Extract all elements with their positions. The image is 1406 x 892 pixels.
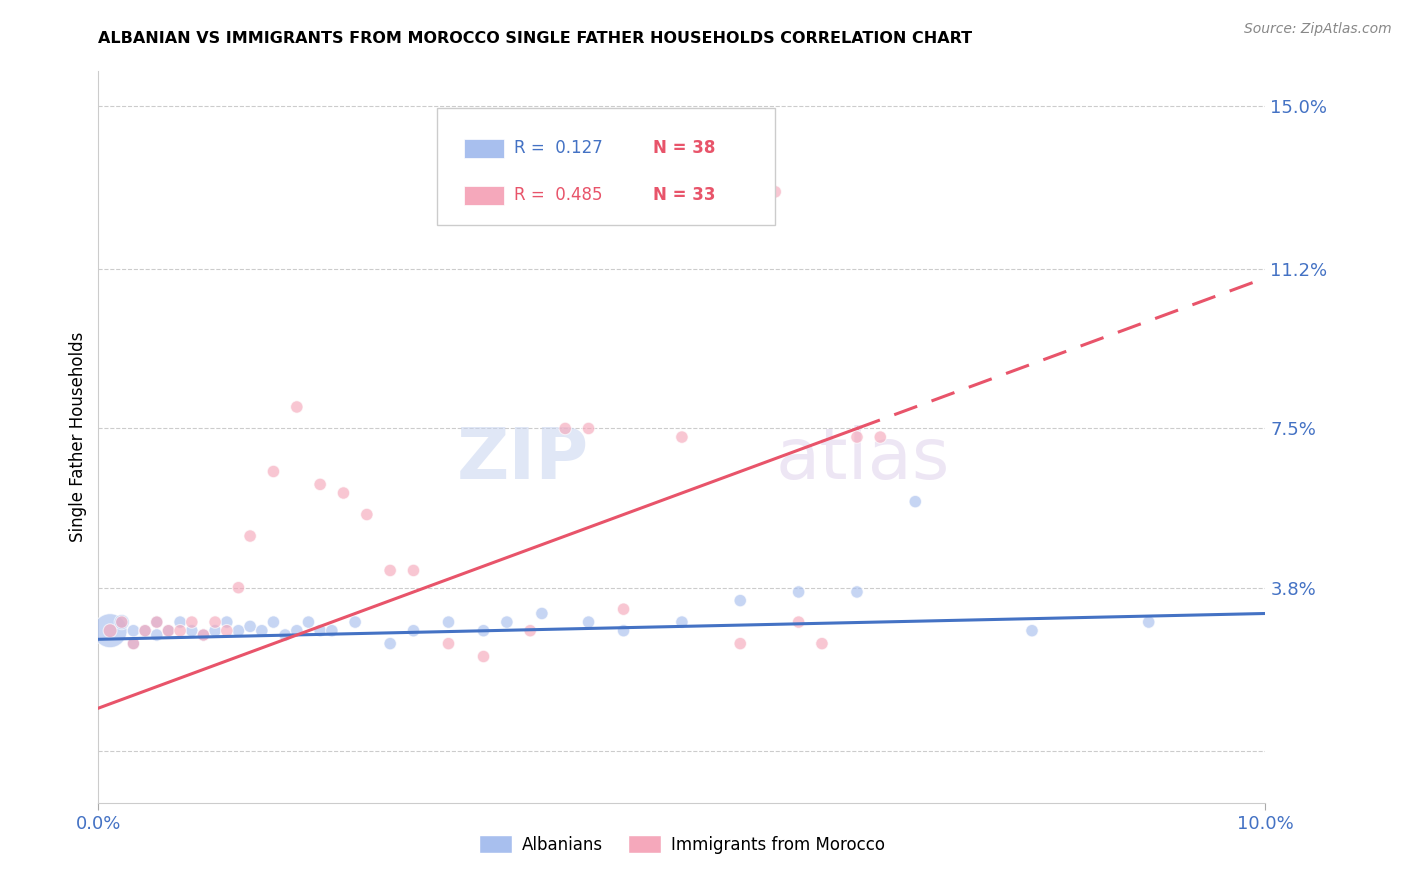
Point bbox=[134, 624, 156, 638]
Point bbox=[146, 628, 169, 642]
Point bbox=[122, 624, 145, 638]
Point bbox=[472, 624, 495, 638]
Text: atlas: atlas bbox=[775, 425, 949, 493]
Point bbox=[250, 624, 273, 638]
Point bbox=[215, 624, 238, 638]
Point bbox=[274, 628, 297, 642]
Text: N = 38: N = 38 bbox=[652, 139, 716, 157]
Point bbox=[111, 615, 134, 629]
Text: R =  0.127: R = 0.127 bbox=[513, 139, 603, 157]
Point bbox=[262, 465, 284, 479]
Point bbox=[519, 624, 541, 638]
Point bbox=[1137, 615, 1160, 629]
Point bbox=[380, 564, 402, 578]
Point bbox=[285, 624, 308, 638]
Point bbox=[496, 615, 519, 629]
FancyBboxPatch shape bbox=[464, 138, 505, 158]
Point bbox=[787, 585, 810, 599]
Point bbox=[157, 624, 180, 638]
Point bbox=[111, 615, 134, 629]
Point bbox=[402, 564, 425, 578]
Point bbox=[309, 477, 332, 491]
Point bbox=[846, 430, 869, 444]
Point bbox=[846, 585, 869, 599]
Point bbox=[1021, 624, 1043, 638]
Point bbox=[612, 602, 634, 616]
Point bbox=[402, 624, 425, 638]
Point bbox=[228, 624, 250, 638]
Point bbox=[356, 508, 378, 522]
Y-axis label: Single Father Households: Single Father Households bbox=[69, 332, 87, 542]
Point bbox=[169, 624, 191, 638]
Point bbox=[530, 607, 553, 621]
Point bbox=[763, 185, 786, 199]
Point bbox=[146, 615, 169, 629]
Text: ZIP: ZIP bbox=[457, 425, 589, 493]
Point bbox=[612, 624, 634, 638]
Text: Source: ZipAtlas.com: Source: ZipAtlas.com bbox=[1244, 22, 1392, 37]
Point bbox=[380, 637, 402, 651]
Point bbox=[321, 624, 343, 638]
Point bbox=[671, 615, 693, 629]
Point bbox=[122, 637, 145, 651]
Point bbox=[578, 421, 600, 435]
Point bbox=[239, 529, 262, 543]
Text: R =  0.485: R = 0.485 bbox=[513, 186, 602, 204]
Point bbox=[344, 615, 367, 629]
Point bbox=[180, 615, 202, 629]
Point bbox=[157, 624, 180, 638]
Point bbox=[180, 624, 202, 638]
Point bbox=[437, 637, 460, 651]
Point bbox=[98, 624, 121, 638]
Point bbox=[869, 430, 891, 444]
Point bbox=[134, 624, 156, 638]
Point bbox=[297, 615, 319, 629]
Point bbox=[228, 581, 250, 595]
Point bbox=[204, 624, 226, 638]
Point bbox=[309, 624, 332, 638]
Point bbox=[787, 615, 810, 629]
Text: N = 33: N = 33 bbox=[652, 186, 716, 204]
Point bbox=[98, 624, 121, 638]
Point bbox=[554, 421, 576, 435]
Point bbox=[904, 494, 927, 508]
Point bbox=[811, 637, 834, 651]
FancyBboxPatch shape bbox=[464, 186, 505, 204]
Point bbox=[215, 615, 238, 629]
Text: ALBANIAN VS IMMIGRANTS FROM MOROCCO SINGLE FATHER HOUSEHOLDS CORRELATION CHART: ALBANIAN VS IMMIGRANTS FROM MOROCCO SING… bbox=[98, 31, 973, 46]
Point bbox=[437, 615, 460, 629]
Point bbox=[193, 628, 215, 642]
Point bbox=[239, 619, 262, 633]
Legend: Albanians, Immigrants from Morocco: Albanians, Immigrants from Morocco bbox=[472, 829, 891, 860]
Point bbox=[730, 637, 752, 651]
Point bbox=[193, 628, 215, 642]
Point bbox=[262, 615, 284, 629]
Point bbox=[285, 400, 308, 414]
Point bbox=[472, 649, 495, 664]
Point bbox=[204, 615, 226, 629]
Point bbox=[169, 615, 191, 629]
FancyBboxPatch shape bbox=[437, 108, 775, 225]
Point bbox=[122, 637, 145, 651]
Point bbox=[332, 486, 354, 500]
Point bbox=[730, 593, 752, 607]
Point bbox=[146, 615, 169, 629]
Point bbox=[671, 430, 693, 444]
Point bbox=[578, 615, 600, 629]
